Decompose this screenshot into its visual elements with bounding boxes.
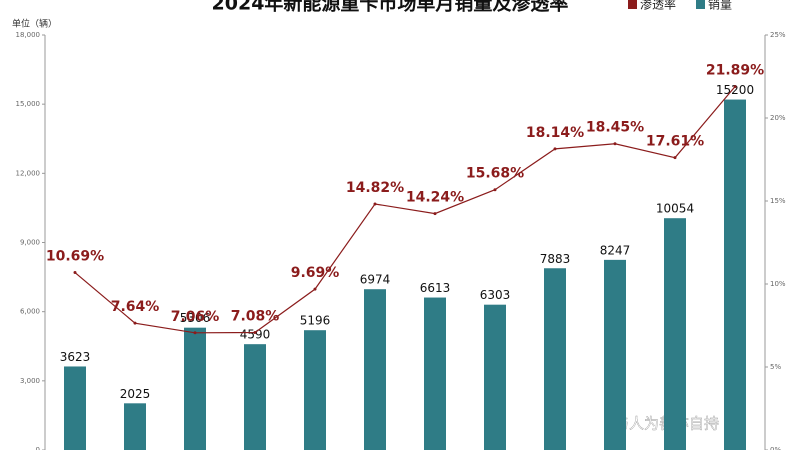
y2-tick-label: 25% (770, 31, 786, 39)
line-point (193, 331, 197, 335)
line-point (673, 156, 677, 160)
bar (244, 344, 266, 450)
line-label: 14.24% (406, 190, 464, 206)
bar (424, 297, 446, 450)
bar (64, 366, 86, 450)
bar-label: 6613 (420, 281, 451, 295)
y-tick-label: 15,000 (16, 100, 41, 108)
bar (304, 330, 326, 450)
bar-label: 6974 (360, 273, 391, 287)
bar-label: 3623 (60, 350, 91, 364)
bar-label: 7883 (540, 252, 571, 266)
line-label: 17.61% (646, 134, 704, 150)
line-point (733, 85, 737, 89)
bar-label: 5196 (300, 314, 331, 328)
bar-label: 10054 (656, 202, 694, 216)
line-label: 9.69% (291, 265, 340, 281)
line-point (433, 212, 437, 216)
line-point (493, 188, 497, 192)
legend-label: 销量 (708, 0, 732, 12)
line (74, 86, 736, 334)
line-label: 10.69% (46, 249, 104, 265)
bar (484, 304, 506, 450)
y2-tick-label: 20% (770, 114, 786, 122)
bar (604, 259, 626, 450)
line-label: 18.45% (586, 120, 644, 136)
line-point (313, 287, 317, 291)
bar (184, 327, 206, 450)
y2-tick-label: 0% (770, 446, 781, 450)
y2-tick-label: 10% (770, 280, 786, 288)
bar (544, 268, 566, 450)
y2-tick-label: 15% (770, 197, 786, 205)
legend-swatch (696, 0, 705, 9)
y2-tick-label: 5% (770, 363, 781, 371)
line-point (253, 330, 257, 334)
line-label: 18.14% (526, 125, 584, 141)
bar-label: 4590 (240, 328, 271, 342)
line-label: 7.08% (231, 308, 280, 324)
y-tick-label: 9,000 (20, 239, 40, 247)
bar-label: 2025 (120, 387, 151, 401)
bar (664, 218, 686, 450)
y-tick-label: 0 (36, 446, 40, 450)
bar-label: 15200 (716, 83, 754, 97)
y-axis-label: 单位（辆） (12, 18, 57, 30)
line-label: 14.82% (346, 180, 404, 196)
y-tick-label: 6,000 (20, 308, 40, 316)
line-point (73, 271, 77, 275)
y-tick-label: 18,000 (16, 31, 41, 39)
chart-title: 2024年新能源重卡市场单月销量及渗透率 (212, 0, 569, 15)
line-label: 7.06% (171, 309, 220, 325)
legend-label: 渗透率 (640, 0, 676, 12)
bar (124, 403, 146, 450)
bar-label: 6303 (480, 288, 511, 302)
y-tick-label: 3,000 (20, 377, 40, 385)
bar (724, 99, 746, 450)
line-point (553, 147, 557, 151)
line-point (613, 142, 617, 146)
line-label: 21.89% (706, 63, 764, 79)
bar (364, 289, 386, 450)
bar-label: 5306 (180, 311, 211, 325)
legend-swatch (628, 0, 637, 9)
line-point (133, 321, 137, 325)
line-label: 15.68% (466, 166, 524, 182)
bar-label: 8247 (600, 243, 631, 257)
line-point (373, 202, 377, 206)
y-tick-label: 12,000 (16, 169, 41, 177)
line-label: 7.64% (111, 299, 160, 315)
